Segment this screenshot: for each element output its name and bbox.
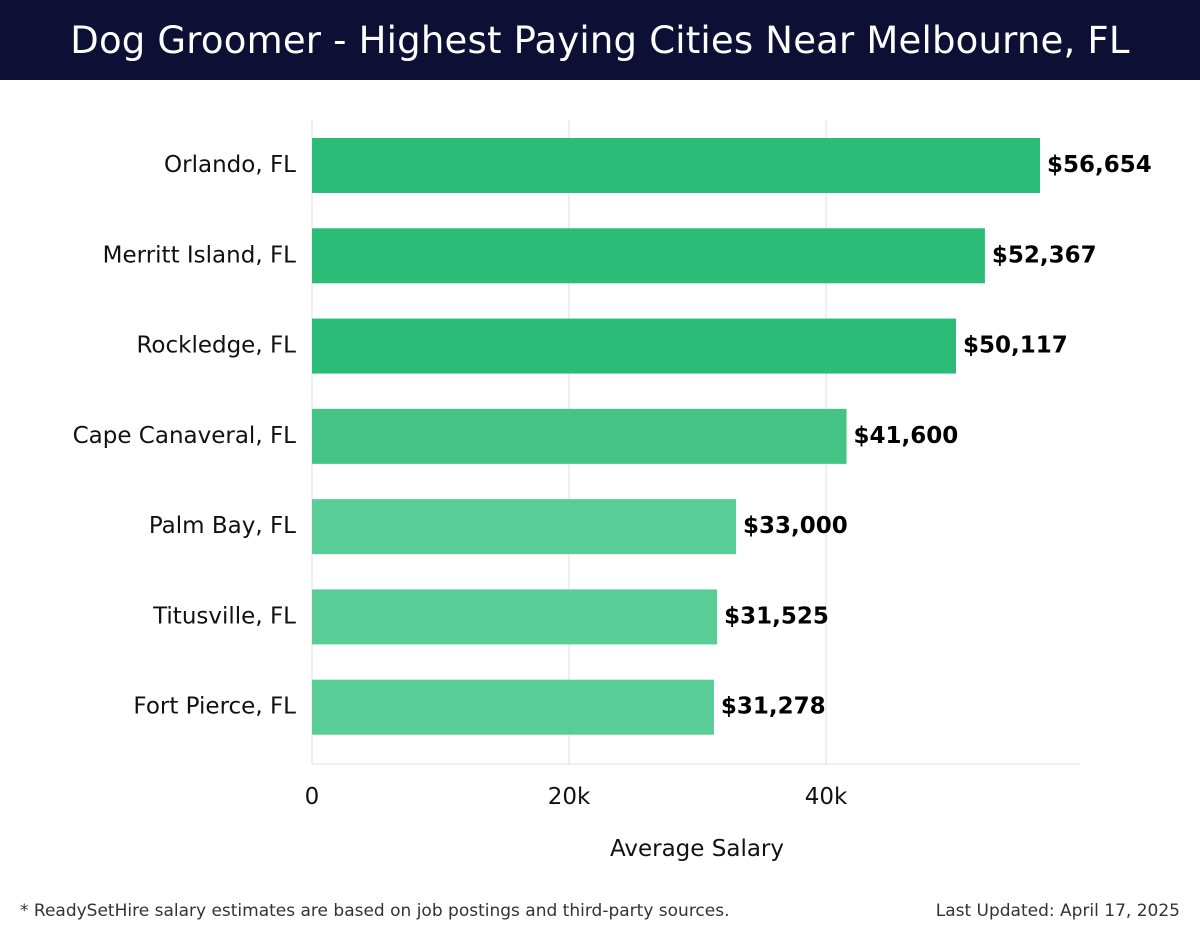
category-label: Rockledge, FL (136, 333, 296, 359)
value-label: $56,654 (1047, 152, 1152, 178)
salary-bar (312, 228, 985, 284)
value-label: $33,000 (743, 513, 848, 539)
x-tick-label: 20k (548, 784, 591, 810)
salary-bar (312, 499, 737, 555)
salary-bar-chart: Orlando, FL $56,654 Merritt Island, FL $52,… (73, 120, 1152, 862)
footer-disclaimer: * ReadySetHire salary estimates are base… (20, 901, 730, 921)
salary-bar (312, 679, 714, 735)
category-label: Cape Canaveral, FL (73, 423, 297, 449)
value-label: $31,525 (724, 603, 829, 629)
x-tick-label: 40k (805, 784, 848, 810)
salary-bar (312, 408, 847, 464)
category-label: Fort Pierce, FL (133, 694, 296, 720)
salary-bar (312, 318, 957, 374)
x-axis-title: Average Salary (610, 836, 784, 862)
chart-title-banner: Dog Groomer - Highest Paying Cities Near… (0, 0, 1200, 80)
value-label: $41,600 (854, 423, 959, 449)
category-label: Merritt Island, FL (103, 242, 297, 268)
last-updated: Last Updated: April 17, 2025 (935, 901, 1180, 921)
category-label: Palm Bay, FL (149, 513, 296, 539)
salary-bar (312, 589, 718, 645)
category-label: Orlando, FL (164, 152, 296, 178)
category-label: Titusville, FL (152, 603, 296, 629)
value-label: $50,117 (963, 333, 1068, 359)
value-label: $31,278 (721, 694, 826, 720)
salary-bar (312, 138, 1041, 193)
page-title: Dog Groomer - Highest Paying Cities Near… (70, 18, 1130, 62)
value-label: $52,367 (992, 242, 1097, 268)
x-tick-label: 0 (305, 784, 320, 810)
